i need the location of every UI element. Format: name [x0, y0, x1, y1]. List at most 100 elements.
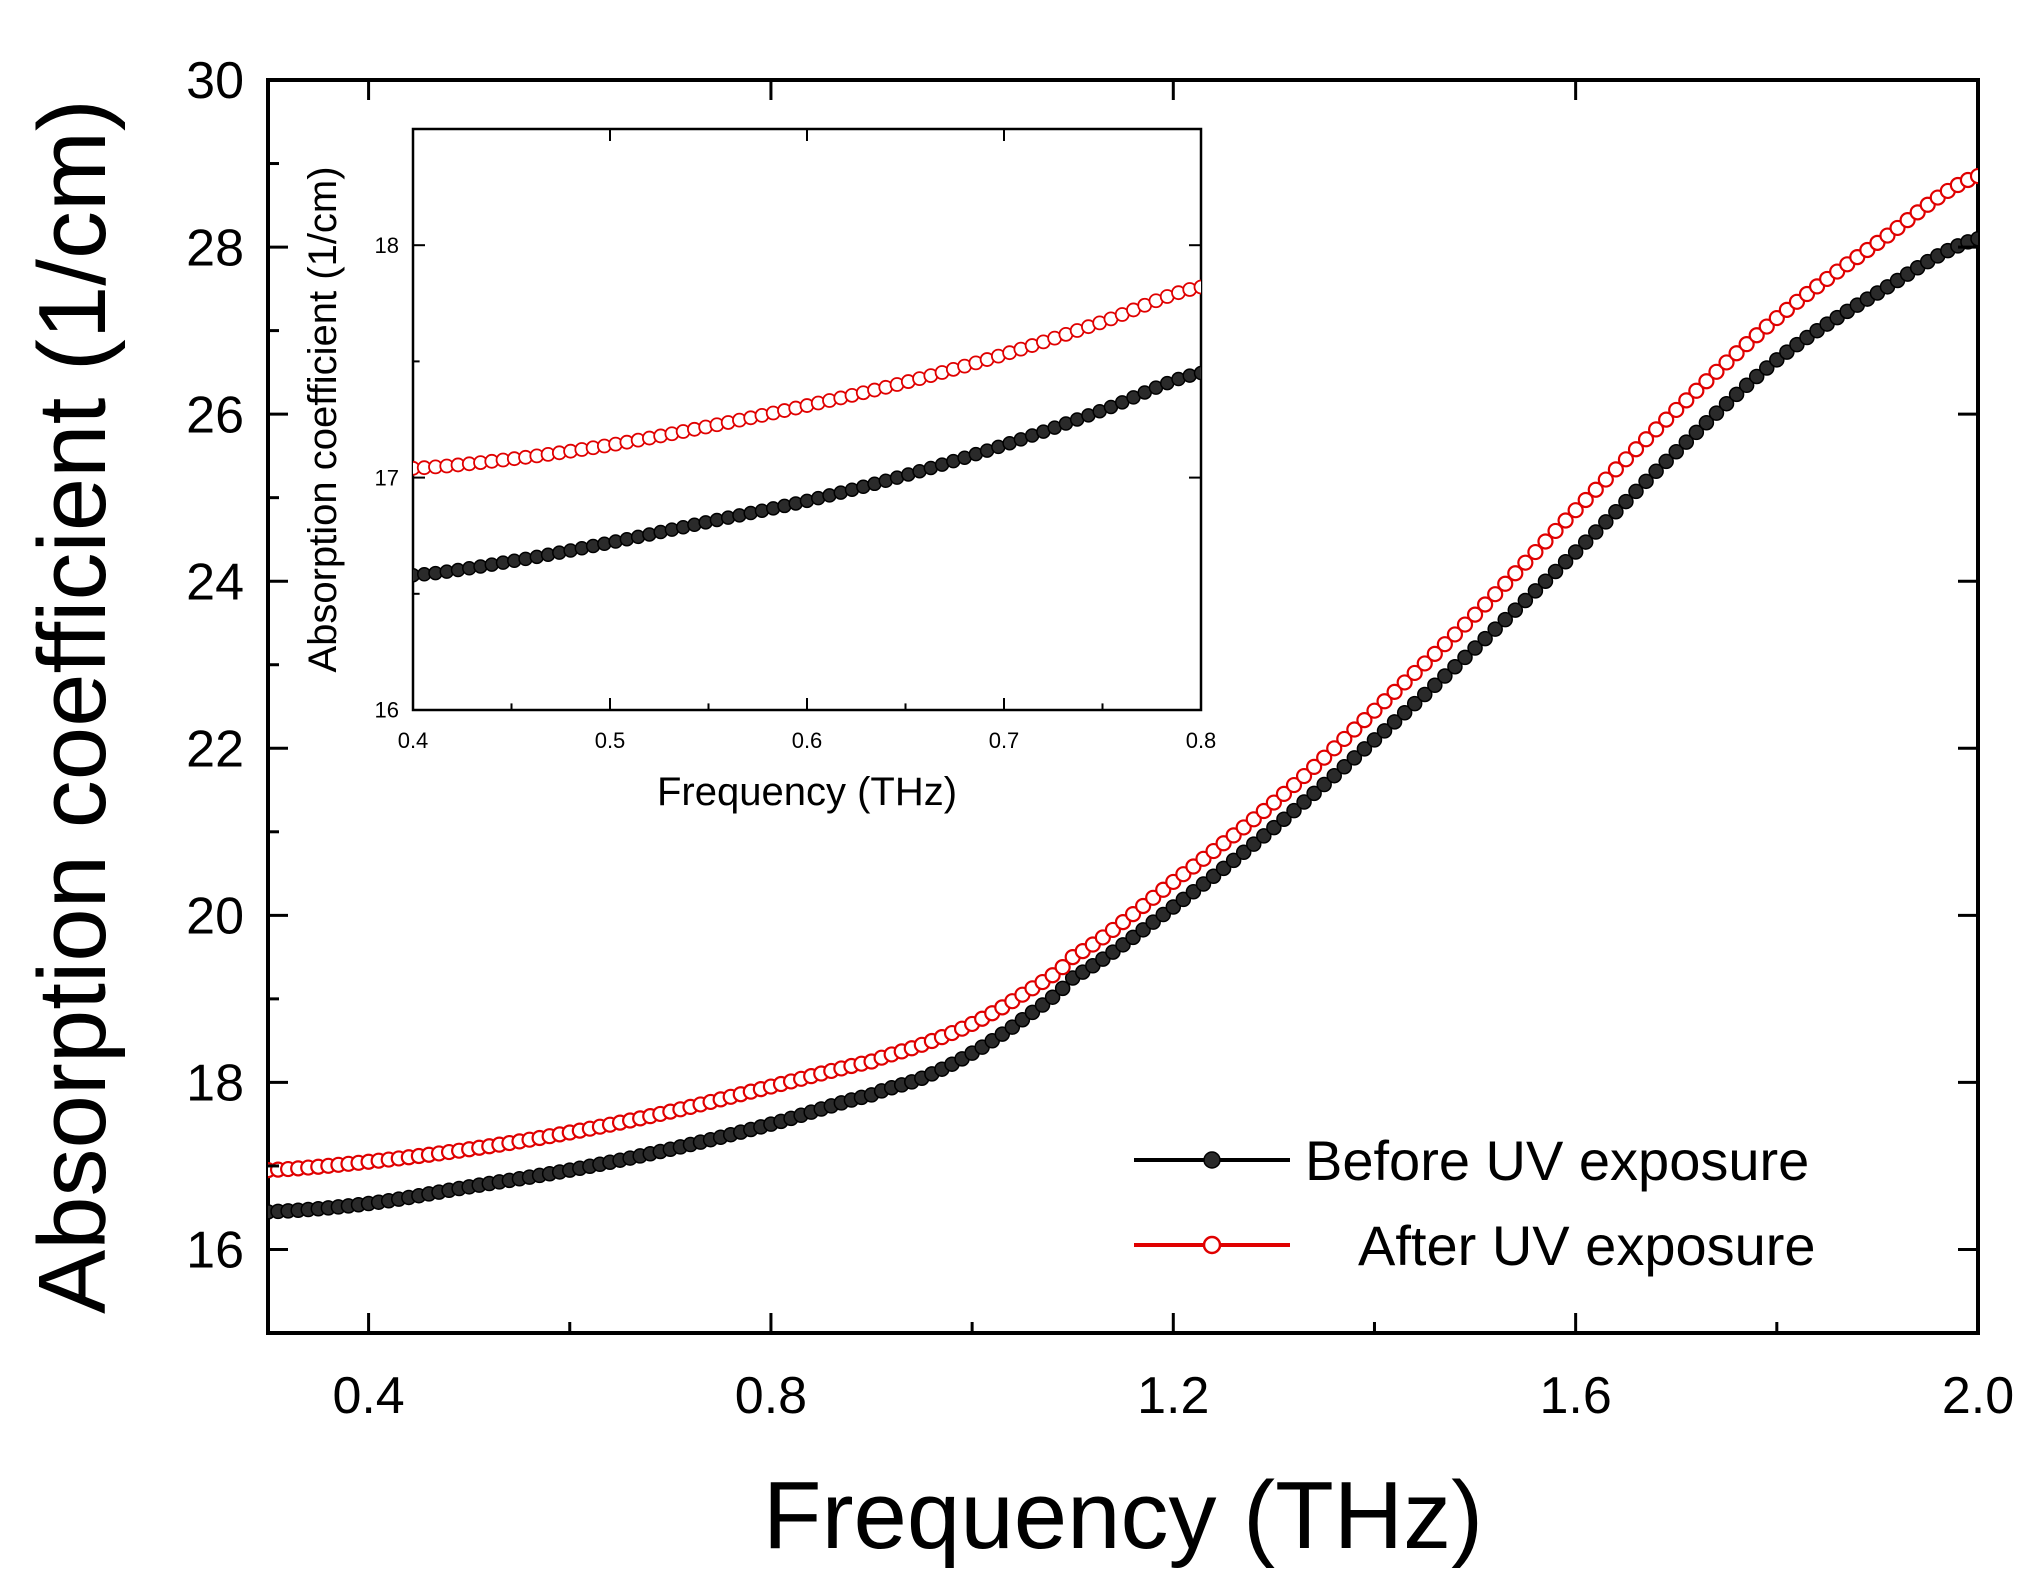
- main-series-before-uv-marker: [1215, 860, 1232, 877]
- main-series-before-uv-marker: [1316, 776, 1332, 793]
- main-series-before-uv-marker: [1628, 483, 1644, 500]
- main-y-axis-title: Absorption coefficient (1/cm): [19, 99, 126, 1314]
- legend-item-before-uv: Before UV exposure: [1134, 1129, 1809, 1192]
- main-series-before-uv-marker: [1417, 686, 1433, 703]
- main-series-before-uv-marker: [1246, 836, 1262, 852]
- main-series-after-uv-marker: [1617, 451, 1635, 468]
- main-series-after-uv-marker: [1627, 441, 1645, 458]
- main-y-tick-label: 16: [186, 1222, 244, 1280]
- main-series-after-uv-marker: [1547, 522, 1564, 540]
- main-series-before-uv-marker: [1658, 453, 1674, 470]
- main-series-after-uv-marker: [1406, 664, 1423, 682]
- main-series-before-uv-marker: [1517, 592, 1534, 609]
- main-series-after-uv-marker: [1396, 674, 1413, 691]
- main-series-after-uv-marker: [1054, 959, 1071, 976]
- main-series-before-uv-marker: [1266, 819, 1282, 836]
- main-series-before-uv-marker: [1225, 852, 1242, 869]
- inset-y-axis-title: Absorption coefficient (1/cm): [301, 166, 345, 672]
- main-x-tick-label: 0.4: [332, 1367, 404, 1425]
- main-series-after-uv-marker: [1436, 636, 1453, 653]
- main-series-after-uv-marker: [1346, 721, 1363, 738]
- legend: Before UV exposure After UV exposure: [1134, 1129, 1816, 1277]
- main-series-before-uv-marker: [1759, 360, 1775, 376]
- inset-y-tick-label: 18: [375, 233, 399, 258]
- main-series-after-uv-marker: [1336, 730, 1353, 748]
- main-series-after-uv-marker: [1295, 767, 1313, 785]
- main-series-before-uv-marker: [1306, 785, 1322, 802]
- main-series-after-uv-marker: [1285, 776, 1303, 794]
- main-series-before-uv-marker: [1286, 802, 1302, 819]
- main-series-before-uv-marker: [1547, 563, 1564, 580]
- inset-series-after-uv: [413, 279, 1201, 476]
- main-series-before-uv-marker: [1638, 473, 1654, 490]
- main-series-before-uv-marker: [1698, 415, 1715, 431]
- main-series-before-uv-marker: [1044, 989, 1061, 1005]
- main-series-before-uv-marker: [1557, 554, 1574, 570]
- main-series-after-uv-marker: [1527, 543, 1544, 561]
- main-series-before-uv-marker: [1185, 884, 1202, 900]
- main-series-after-uv-marker: [1477, 596, 1494, 613]
- main-series-before-uv-marker: [1175, 891, 1192, 908]
- main-series-after-uv-marker: [1316, 749, 1333, 766]
- main-series-after-uv-marker: [1678, 392, 1695, 409]
- main-series-before-uv-marker: [1648, 463, 1664, 480]
- main-series-after-uv-marker: [1648, 421, 1665, 438]
- legend-item-after-uv-marker: [1202, 1235, 1222, 1255]
- main-series-before-uv-marker: [1427, 677, 1443, 694]
- main-y-tick-label: 26: [186, 386, 244, 444]
- main-series-before-uv-marker: [1276, 811, 1292, 827]
- main-series-before-uv-marker: [1668, 443, 1684, 460]
- main-series-before-uv-marker: [1376, 723, 1393, 739]
- main-series-before-uv-marker: [1336, 759, 1353, 775]
- main-series-before-uv-marker: [1588, 524, 1604, 540]
- main-series-before-uv-marker: [1748, 368, 1765, 385]
- main-series-before-uv-marker: [1054, 980, 1071, 997]
- main-series-before-uv-marker: [1296, 794, 1312, 810]
- main-series-after-uv-marker: [1487, 586, 1504, 603]
- main-series-before-uv-marker: [1618, 493, 1634, 510]
- main-series-before-uv-marker: [1326, 767, 1342, 784]
- main-x-tick-label: 1.6: [1539, 1367, 1611, 1425]
- main-series-after-uv-marker: [1255, 802, 1272, 820]
- main-series-after-uv-marker: [1758, 318, 1775, 335]
- inset-y-tick-label: 16: [375, 698, 399, 723]
- main-series-after-uv: [268, 167, 1978, 1179]
- legend-item-after-uv-label: After UV exposure: [1358, 1214, 1816, 1277]
- inset-series-before-uv: [413, 365, 1201, 583]
- main-series-before-uv-marker: [1386, 714, 1403, 730]
- main-series-before-uv-marker: [1688, 424, 1705, 441]
- main-series-after-uv-marker: [1326, 740, 1343, 757]
- main-series-before-uv-marker: [1708, 405, 1725, 421]
- inset-x-tick-label: 0.4: [398, 728, 429, 753]
- main-series-after-uv-marker: [1698, 373, 1715, 390]
- inset-x-tick-label: 0.7: [989, 728, 1020, 753]
- main-series-after-uv-marker: [1245, 811, 1262, 828]
- main-series-after-uv-marker: [1376, 693, 1393, 710]
- main-series-before-uv-marker: [1769, 352, 1785, 368]
- main-series-after-uv-marker: [1306, 758, 1323, 776]
- main-series-after-uv-marker: [1366, 702, 1383, 719]
- main-series-after-uv-marker: [1597, 471, 1614, 488]
- main-series-after-uv-marker: [1658, 411, 1675, 428]
- main-series-before-uv-marker: [1034, 997, 1051, 1013]
- legend-item-after-uv: After UV exposure: [1134, 1214, 1816, 1277]
- main-series-before-uv-marker: [1356, 741, 1373, 757]
- main-x-tick-label: 1.2: [1137, 1367, 1209, 1425]
- main-series-before-uv-marker: [1537, 573, 1554, 589]
- main-series-after-uv-marker: [1497, 575, 1514, 592]
- main-series-before-uv-marker: [1738, 377, 1755, 394]
- main-series-after-uv-marker: [1557, 512, 1574, 529]
- main-series-before-uv: [268, 230, 1978, 1220]
- main-series-before-uv-marker: [1598, 514, 1614, 530]
- main-series-after-uv-marker: [1587, 481, 1604, 498]
- main-series-after-uv-marker: [1416, 655, 1433, 672]
- main-series-after-uv-marker: [1456, 616, 1474, 633]
- main-series-after-uv-marker: [1637, 431, 1655, 448]
- inset-chart: 0.4 0.5 0.6 0.7 0.8 16 17 18 Frequency (THz) Abso…: [301, 127, 1216, 814]
- main-series-before-uv-marker: [1718, 395, 1735, 412]
- main-series-after-uv-marker: [1688, 382, 1705, 399]
- main-series-after-uv-marker: [1275, 785, 1293, 803]
- legend-item-before-uv-marker: [1203, 1151, 1221, 1169]
- main-series-before-uv-marker: [1145, 914, 1161, 930]
- main-series-before-uv-marker: [1567, 544, 1584, 560]
